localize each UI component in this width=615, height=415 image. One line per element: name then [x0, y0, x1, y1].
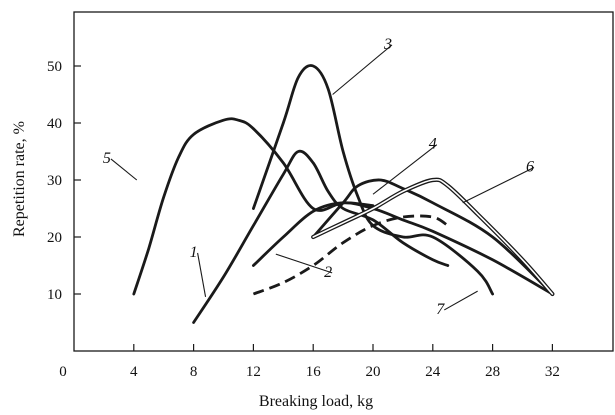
series-label-text: 7 — [436, 301, 445, 318]
label-leader-line — [197, 252, 207, 297]
label-leader-line — [372, 144, 438, 195]
label-leader-line — [332, 44, 393, 95]
x-tick-label: 0 — [59, 364, 67, 380]
label-leader-line — [110, 158, 138, 181]
plot-frame — [73, 11, 614, 352]
series-label-5: 5 — [103, 150, 138, 181]
series-6-line-inner — [312, 178, 554, 295]
label-leader-line — [444, 290, 478, 311]
label-leader-line — [462, 166, 535, 204]
series-layer — [132, 64, 555, 324]
series-label-text: 6 — [526, 158, 534, 175]
series-3-line — [252, 64, 494, 296]
x-tick-label: 32 — [545, 364, 560, 380]
series-label-text: 3 — [383, 36, 392, 53]
series-label-1: 1 — [190, 244, 207, 297]
series-label-7: 7 — [436, 290, 478, 318]
series-label-4: 4 — [372, 136, 438, 195]
series-label-text: 2 — [324, 264, 332, 281]
y-tick-label: 40 — [47, 116, 62, 132]
x-tick-label: 24 — [425, 364, 441, 380]
series-1-line — [192, 149, 450, 324]
x-tick-label: 28 — [485, 364, 500, 380]
x-axis-title: Breaking load, kg — [259, 393, 373, 410]
series-labels: 1 2 3 4 5 6 7 — [103, 36, 535, 318]
x-tick-label: 20 — [366, 364, 381, 380]
label-leader-line — [275, 253, 333, 274]
y-tick-label: 10 — [47, 287, 62, 303]
series-label-text: 4 — [429, 136, 437, 153]
series-7-line — [252, 214, 449, 296]
series-5-line — [132, 117, 375, 296]
y-tick-label: 50 — [47, 59, 62, 75]
series-label-2: 2 — [275, 253, 333, 281]
y-tick-label: 30 — [47, 173, 62, 189]
x-tick-label: 16 — [306, 364, 322, 380]
series-label-3: 3 — [332, 36, 393, 95]
y-axis-title: Repetition rate, % — [11, 121, 28, 237]
series-label-text: 1 — [190, 244, 198, 261]
y-tick-label: 20 — [47, 230, 62, 246]
series-label-text: 5 — [103, 150, 111, 167]
series-4-line — [311, 178, 554, 296]
x-tick-label: 8 — [190, 364, 198, 380]
series-label-6: 6 — [462, 158, 535, 204]
x-tick-label: 4 — [130, 364, 138, 380]
series-6-line — [311, 177, 555, 297]
x-tick-label: 12 — [246, 364, 261, 380]
